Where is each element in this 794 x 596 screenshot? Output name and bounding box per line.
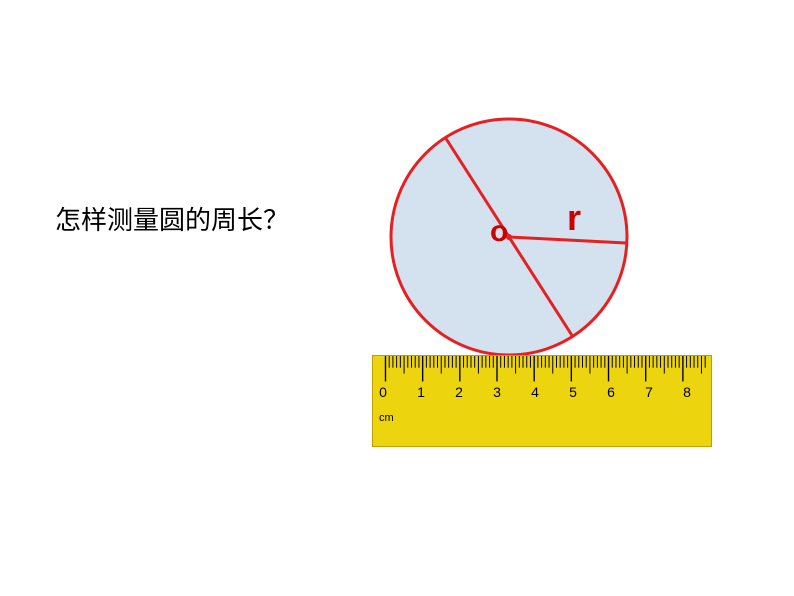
ruler-number: 1	[417, 384, 425, 400]
ruler: 0 1 2 3 4 5 6 7 8 cm	[372, 355, 712, 447]
question-text: 怎样测量圆的周长？	[55, 200, 289, 237]
label-radius-r: r	[567, 197, 581, 239]
diagram-area: o r 0 1 2 3 4 5 6 7 8 cm	[372, 115, 712, 475]
label-center-o: o	[490, 215, 508, 249]
ruler-unit-label: cm	[379, 412, 394, 424]
ruler-number: 8	[683, 384, 691, 400]
ruler-number: 2	[455, 384, 463, 400]
circle-diagram	[387, 115, 632, 360]
ruler-number: 6	[607, 384, 615, 400]
ruler-number: 5	[569, 384, 577, 400]
ruler-number: 0	[379, 384, 387, 400]
ruler-number: 4	[531, 384, 539, 400]
ruler-number: 7	[645, 384, 653, 400]
ruler-number: 3	[493, 384, 501, 400]
ruler-numbers: 0 1 2 3 4 5 6 7 8	[373, 384, 711, 404]
